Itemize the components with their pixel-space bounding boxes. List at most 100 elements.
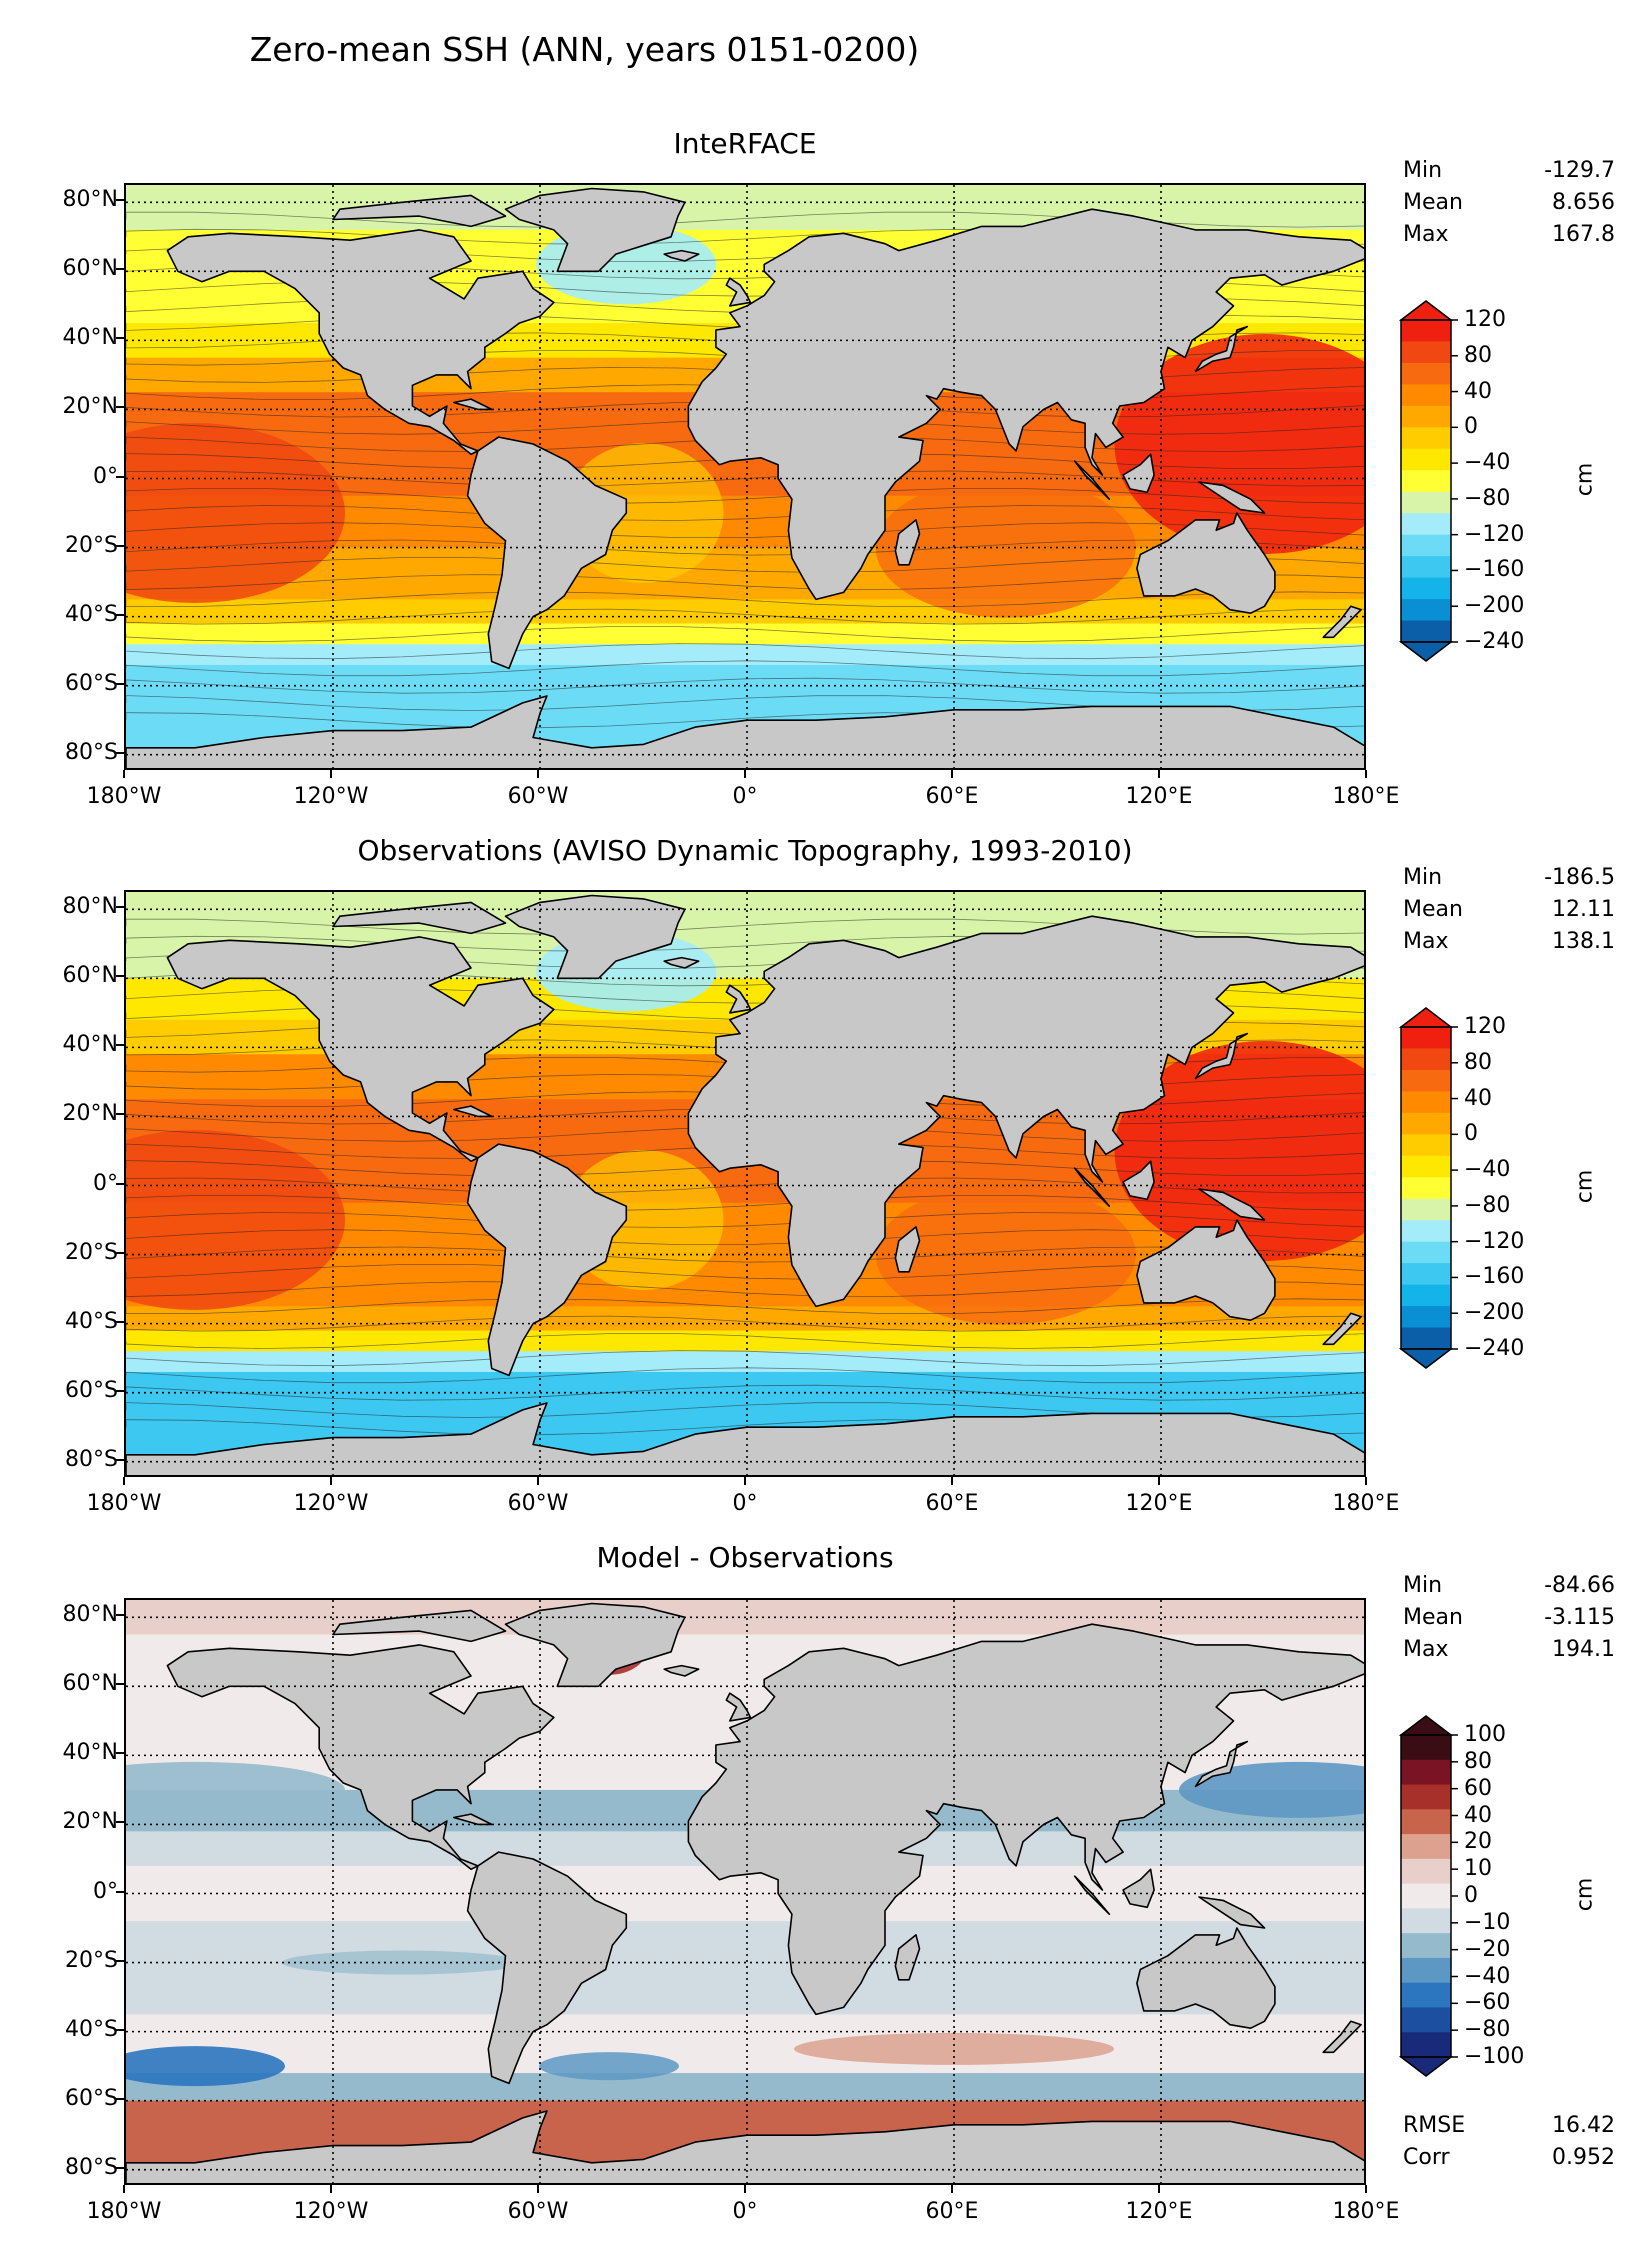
land-newGuinea bbox=[1198, 481, 1266, 514]
lon-tick bbox=[330, 2185, 332, 2193]
stat-row: Mean -3.115 bbox=[1403, 1602, 1615, 1634]
lat-tick bbox=[116, 613, 124, 616]
land-northAmerica bbox=[166, 936, 555, 1163]
stats-box: Min -129.7 Mean 8.656 Max 167.8 bbox=[1403, 155, 1615, 251]
land-greenland bbox=[504, 1602, 686, 1688]
stat-name: Max bbox=[1403, 929, 1449, 954]
lat-tick bbox=[116, 682, 124, 685]
stats-box: Min -84.66 Mean -3.115 Max 194.1 bbox=[1403, 1570, 1615, 1666]
lon-label: 60°W bbox=[507, 1491, 569, 1516]
colorbar-3 bbox=[1398, 1715, 1478, 2097]
stat-row: Min -84.66 bbox=[1403, 1570, 1615, 1602]
stat-value: -3.115 bbox=[1544, 1605, 1615, 1630]
lat-tick bbox=[116, 1821, 124, 1824]
lon-label: 180°E bbox=[1332, 784, 1400, 809]
colorbar-tick-label: 20 bbox=[1464, 1829, 1492, 1855]
lat-label: 40°S bbox=[65, 1308, 118, 1334]
land-australia bbox=[1136, 1927, 1276, 2029]
stat-name: Corr bbox=[1403, 2145, 1450, 2170]
figure-title: Zero-mean SSH (ANN, years 0151-0200) bbox=[249, 30, 920, 69]
stat-name: Mean bbox=[1403, 190, 1463, 215]
lon-label: 60°W bbox=[507, 2199, 569, 2224]
panel-title: Observations (AVISO Dynamic Topography, … bbox=[357, 834, 1133, 867]
lat-tick bbox=[116, 1614, 124, 1617]
colorbar-tick-label: −120 bbox=[1464, 1228, 1525, 1254]
lon-label: 180°W bbox=[86, 2199, 162, 2224]
lat-tick bbox=[116, 1389, 124, 1392]
colorbar-unit-label: cm bbox=[1572, 462, 1598, 497]
lat-label: 80°S bbox=[65, 1446, 118, 1472]
land-madagascar bbox=[894, 1934, 921, 1981]
land-africaEurasia bbox=[687, 208, 1364, 601]
lon-tick bbox=[951, 1477, 953, 1485]
lat-tick bbox=[116, 1182, 124, 1185]
colorbar-tick-label: 120 bbox=[1464, 307, 1506, 332]
lat-label: 40°N bbox=[62, 1032, 118, 1058]
colorbar-unit-label: cm bbox=[1572, 1169, 1598, 1204]
stat-value: 138.1 bbox=[1552, 929, 1615, 954]
lat-tick bbox=[116, 751, 124, 754]
colorbar-1 bbox=[1398, 300, 1478, 682]
stat-row: Corr 0.952 bbox=[1403, 2142, 1615, 2174]
lat-tick bbox=[116, 475, 124, 478]
lon-tick bbox=[951, 770, 953, 778]
lon-tick bbox=[744, 1477, 746, 1485]
lat-label: 60°N bbox=[62, 963, 118, 989]
lat-tick bbox=[116, 199, 124, 202]
stat-value: -186.5 bbox=[1544, 865, 1615, 890]
colorbar-tick-label: −40 bbox=[1464, 450, 1511, 476]
colorbar-tick-label: 0 bbox=[1464, 1121, 1478, 1147]
lat-tick bbox=[116, 1113, 124, 1116]
land-southAmerica bbox=[466, 1851, 628, 2085]
land-greenland bbox=[504, 187, 686, 273]
lon-tick bbox=[1365, 2185, 1367, 2193]
lon-label: 60°W bbox=[507, 784, 569, 809]
lat-label: 80°S bbox=[65, 739, 118, 765]
land-borneo bbox=[1122, 453, 1155, 494]
lat-tick bbox=[116, 406, 124, 409]
colorbar-tick-label: −10 bbox=[1464, 1909, 1511, 1935]
colorbar-tick-label: 10 bbox=[1464, 1856, 1492, 1882]
map-panel-2[interactable] bbox=[124, 890, 1366, 1477]
lon-label: 120°W bbox=[293, 2199, 369, 2224]
lat-tick bbox=[116, 906, 124, 909]
colorbar-tick-label: −60 bbox=[1464, 1990, 1511, 2016]
lat-tick bbox=[116, 1458, 124, 1461]
lat-label: 40°N bbox=[62, 1740, 118, 1766]
stat-name: Max bbox=[1403, 222, 1449, 247]
colorbar-tick-label: −80 bbox=[1464, 485, 1511, 511]
colorbar-tick-label: −80 bbox=[1464, 1192, 1511, 1218]
colorbar-unit-label: cm bbox=[1572, 1877, 1598, 1912]
stat-value: -84.66 bbox=[1544, 1573, 1615, 1598]
land-nz bbox=[1322, 605, 1362, 639]
lat-label: 60°N bbox=[62, 256, 118, 282]
land-japan bbox=[1194, 1032, 1249, 1080]
colorbar-tick-label: −200 bbox=[1464, 1300, 1525, 1326]
lat-tick bbox=[116, 1044, 124, 1047]
map-panel-1[interactable] bbox=[124, 183, 1366, 770]
land-sumatra bbox=[1073, 1875, 1111, 1915]
lat-label: 40°S bbox=[65, 601, 118, 627]
colorbar-tick-label: −80 bbox=[1464, 2017, 1511, 2043]
stat-row: Mean 12.11 bbox=[1403, 894, 1615, 926]
stat-row: Min -186.5 bbox=[1403, 862, 1615, 894]
stat-name: Mean bbox=[1403, 1605, 1463, 1630]
stat-value: 16.42 bbox=[1552, 2113, 1615, 2138]
lon-label: 0° bbox=[732, 784, 758, 809]
lat-tick bbox=[116, 975, 124, 978]
lat-label: 0° bbox=[93, 1878, 118, 1904]
colorbar-tick-label: −120 bbox=[1464, 521, 1525, 547]
lon-label: 0° bbox=[732, 1491, 758, 1516]
lon-label: 60°E bbox=[925, 2199, 979, 2224]
lat-tick bbox=[116, 1683, 124, 1686]
land-japan bbox=[1194, 325, 1249, 373]
stat-value: 12.11 bbox=[1552, 897, 1615, 922]
colorbar-tick-label: 80 bbox=[1464, 342, 1492, 368]
land-australia bbox=[1136, 1219, 1276, 1321]
lon-label: 180°W bbox=[86, 784, 162, 809]
colorbar-tick-label: −40 bbox=[1464, 1157, 1511, 1183]
land-nz bbox=[1322, 1312, 1362, 1346]
lat-label: 20°N bbox=[62, 1101, 118, 1127]
colorbar-tick-label: −240 bbox=[1464, 1336, 1525, 1361]
map-panel-3[interactable] bbox=[124, 1598, 1366, 2185]
